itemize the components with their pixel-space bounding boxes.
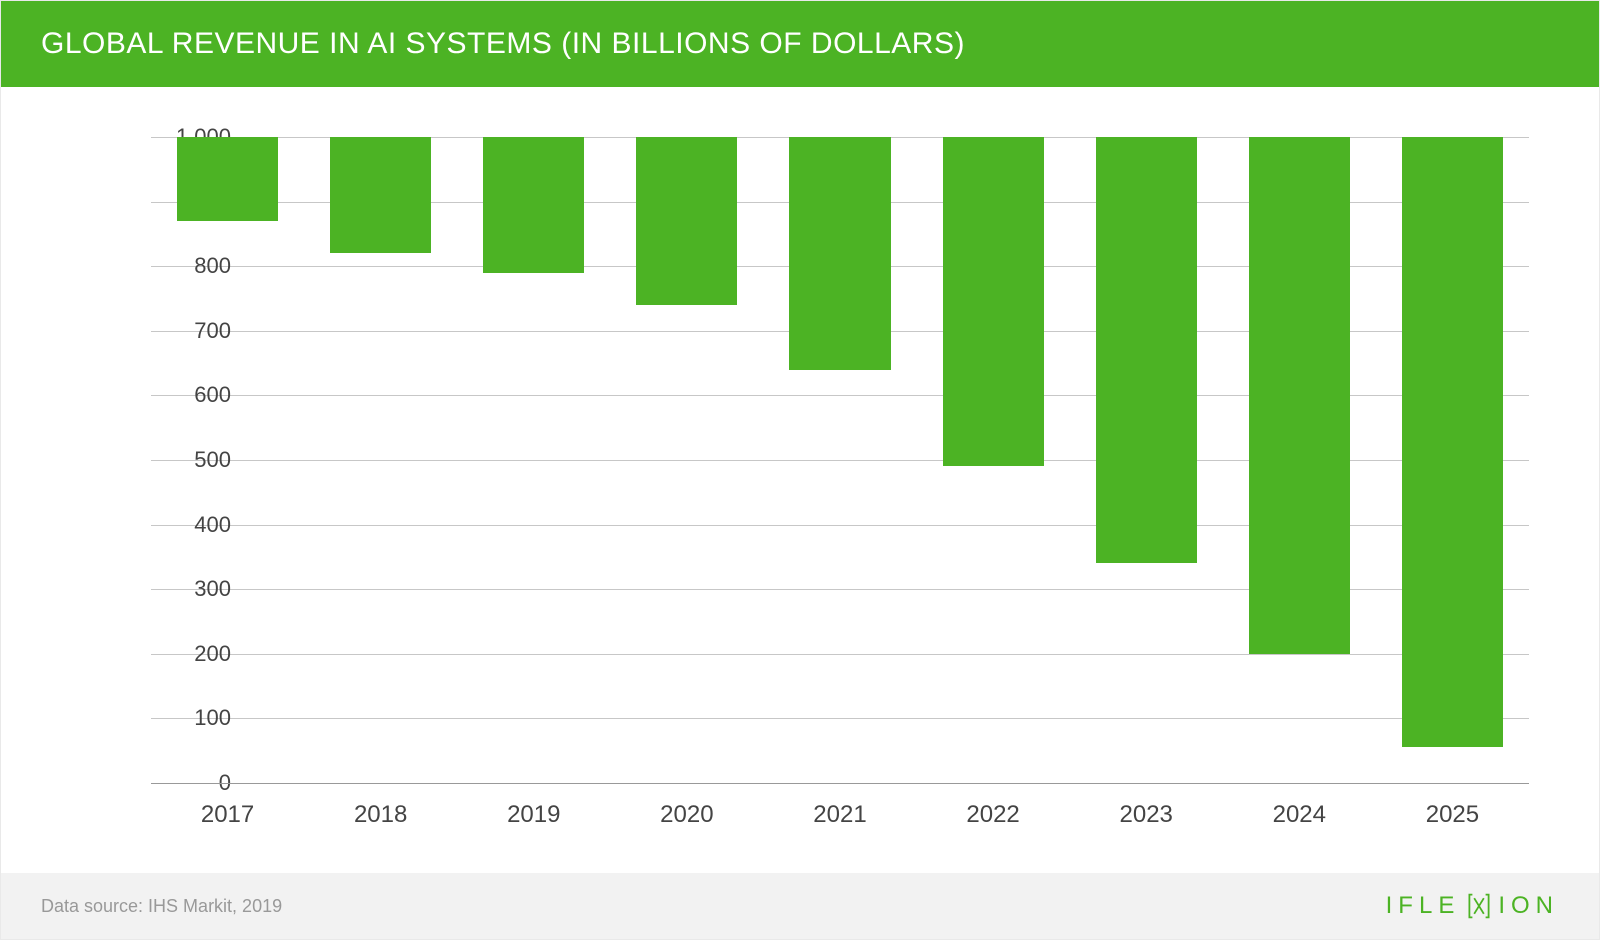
bar: [483, 137, 584, 273]
bar-slot: 2018: [304, 137, 457, 783]
xtick-label: 2019: [507, 801, 560, 829]
xtick-label: 2025: [1426, 801, 1479, 829]
xtick-label: 2023: [1120, 801, 1173, 829]
bar-slot: 2017: [151, 137, 304, 783]
xtick-label: 2022: [966, 801, 1019, 829]
bar-slot: 2023: [1070, 137, 1223, 783]
bar: [789, 137, 890, 370]
bar-slot: 2025: [1376, 137, 1529, 783]
logo-pre: IFLE: [1386, 892, 1461, 920]
bar: [636, 137, 737, 305]
xtick-label: 2018: [354, 801, 407, 829]
bar: [1402, 137, 1503, 747]
chart-plot: 01002003004005006007008009001,000 201720…: [61, 117, 1549, 843]
x-axis-line: [151, 783, 1529, 784]
chart-container: GLOBAL REVENUE IN AI SYSTEMS (IN BILLION…: [0, 0, 1600, 940]
logo-post: ION: [1498, 892, 1559, 920]
data-source-text: Data source: IHS Markit, 2019: [41, 896, 282, 917]
bar-slot: 2020: [610, 137, 763, 783]
bar-slot: 2021: [763, 137, 916, 783]
bar-slot: 2022: [917, 137, 1070, 783]
bar-slot: 2019: [457, 137, 610, 783]
bar: [330, 137, 431, 253]
logo-bracket-icon: [1462, 891, 1496, 921]
chart-title: GLOBAL REVENUE IN AI SYSTEMS (IN BILLION…: [41, 27, 965, 60]
xtick-label: 2021: [813, 801, 866, 829]
bar: [177, 137, 278, 221]
chart-footer: Data source: IHS Markit, 2019 IFLE ION: [1, 873, 1599, 939]
chart-header: GLOBAL REVENUE IN AI SYSTEMS (IN BILLION…: [1, 1, 1599, 87]
bar: [1249, 137, 1350, 654]
bars-group: 201720182019202020212022202320242025: [151, 137, 1529, 783]
xtick-label: 2020: [660, 801, 713, 829]
xtick-label: 2024: [1273, 801, 1326, 829]
bar: [943, 137, 1044, 466]
chart-area: 01002003004005006007008009001,000 201720…: [1, 87, 1599, 873]
bar: [1096, 137, 1197, 563]
iflexion-logo: IFLE ION: [1386, 891, 1559, 921]
bar-slot: 2024: [1223, 137, 1376, 783]
xtick-label: 2017: [201, 801, 254, 829]
